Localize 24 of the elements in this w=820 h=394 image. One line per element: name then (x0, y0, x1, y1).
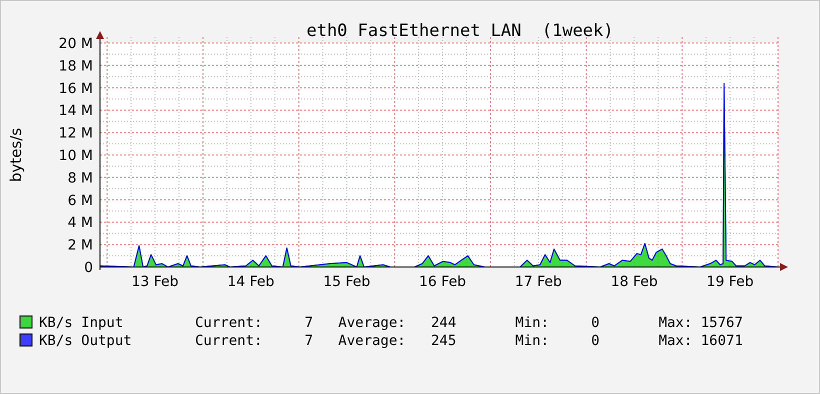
y-tick-label: 2 M (68, 238, 93, 254)
x-tick-label: 18 Feb (610, 274, 658, 290)
y-tick-label: 12 M (58, 126, 93, 142)
legend-label: KB/s Input (39, 315, 124, 331)
x-tick-label: 15 Feb (323, 274, 370, 290)
y-tick-label: 14 M (58, 103, 93, 120)
chart-title: eth0 FastEthernet LAN (1week) (306, 21, 614, 41)
x-tick-label: 14 Feb (227, 274, 275, 290)
y-tick-label: 6 M (68, 192, 93, 209)
y-tick-label: 18 M (58, 58, 93, 74)
x-tick-label: 13 Feb (132, 274, 179, 290)
text: Current: 7 Average: 244 Min: 0 Max: 15767 (195, 315, 743, 331)
y-tick-label: 10 M (58, 148, 93, 164)
y-tick-label: 20 M (58, 36, 93, 52)
legend-label: KB/s Output (39, 333, 132, 349)
text: Current: 7 Average: 245 Min: 0 Max: 16071 (195, 333, 743, 349)
y-tick-label: 4 M (68, 215, 93, 232)
x-tick-label: 19 Feb (706, 274, 754, 290)
y-tick-label: 16 M (58, 80, 93, 97)
y-tick-label: 8 M (68, 170, 93, 186)
x-tick-label: 17 Feb (514, 274, 562, 290)
x-tick-label: 16 Feb (419, 274, 466, 290)
y-tick-label: 0 (84, 260, 93, 276)
y-axis-title: bytes/s (7, 128, 25, 182)
